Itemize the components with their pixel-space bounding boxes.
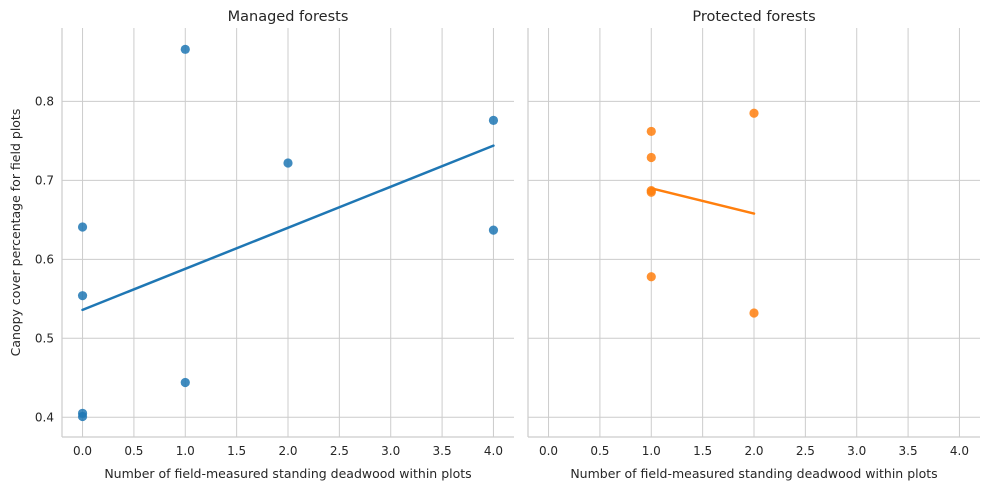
data-point (488, 115, 499, 125)
x-tick-label: 0.5 (590, 444, 609, 458)
y-tick-label: 0.4 (35, 410, 54, 424)
y-axis-label: Canopy cover percentage for field plots (8, 109, 23, 357)
panel-1: 0.0 0.5 1.0 1.5 2.0 2.5 3.0 3.5 4.0 0.4 0.5 0.6 0.7 0… (8, 9, 514, 481)
regression-line (81, 144, 495, 312)
x-tick-label: 2.5 (796, 444, 815, 458)
x-tick-label: 1.5 (227, 444, 246, 458)
x-tick-label: 4.0 (484, 444, 503, 458)
x-tick-label: 2.5 (330, 444, 349, 458)
x-tick-label: 3.0 (847, 444, 866, 458)
x-tick-label: 4.0 (950, 444, 969, 458)
x-tick-label: 3.0 (381, 444, 400, 458)
x-tick-label: 2.0 (744, 444, 763, 458)
panel-title: Protected forests (692, 9, 815, 25)
x-tick-label: 2.0 (278, 444, 297, 458)
x-tick-label: 0.0 (73, 444, 92, 458)
data-point (646, 126, 656, 137)
data-point (283, 158, 293, 168)
x-axis-label: Number of field-measured standing deadwo… (570, 466, 937, 481)
x-axis-label: Number of field-measured standing deadwo… (104, 466, 471, 481)
y-tick-label: 0.8 (35, 94, 54, 108)
x-tick-label: 0.0 (539, 444, 558, 458)
data-point (180, 377, 190, 388)
x-tick-label: 0.5 (124, 444, 143, 458)
data-point (180, 44, 190, 54)
data-point (77, 291, 88, 301)
data-point (749, 308, 759, 318)
y-tick-label: 0.5 (35, 331, 54, 345)
x-tick-label: 1.0 (642, 444, 661, 458)
data-point (77, 222, 88, 232)
data-point (488, 225, 499, 235)
data-point (646, 152, 656, 163)
data-point (749, 108, 759, 118)
panel-title: Managed forests (228, 9, 349, 25)
x-tick-label: 1.0 (176, 444, 195, 458)
data-point (646, 187, 656, 197)
y-tick-label: 0.6 (35, 252, 54, 266)
data-point (646, 272, 656, 282)
panel-2: 0.0 0.5 1.0 1.5 2.0 2.5 3.0 3.5 4.0 Protected for… (527, 9, 980, 481)
y-tick-label: 0.7 (35, 173, 54, 187)
x-tick-label: 1.5 (693, 444, 712, 458)
x-tick-label: 3.5 (899, 444, 918, 458)
x-tick-label: 3.5 (433, 444, 452, 458)
data-point (77, 411, 88, 422)
regression-line (650, 187, 756, 215)
